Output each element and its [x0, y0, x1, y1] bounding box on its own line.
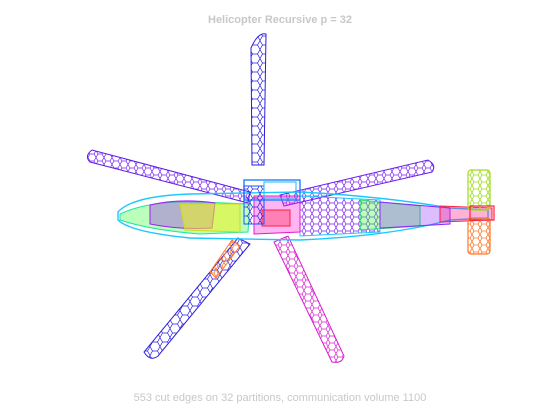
fuselage [117, 191, 493, 241]
figure-caption: 553 cut edges on 32 partitions, communic… [133, 392, 427, 404]
rotor-blade-top [250, 33, 267, 166]
rotor-blade-right [279, 159, 435, 207]
tail-fin [467, 169, 495, 255]
rotor-blade-left [86, 149, 251, 204]
figure-title: Helicopter Recursive p = 32 [208, 14, 352, 26]
rotor-hub [243, 179, 301, 225]
rotor-blade-lower-left [143, 237, 251, 359]
rotor-blade-lower-right [273, 235, 345, 363]
